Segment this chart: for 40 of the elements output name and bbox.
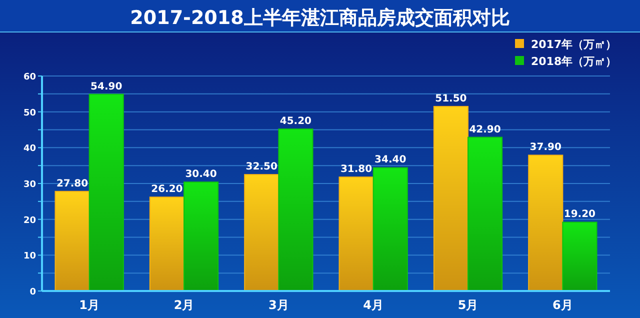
legend-label: 2017年（万㎡） [531,38,617,51]
x-tick-label: 4月 [363,298,384,312]
data-label: 34.40 [374,154,406,166]
bar [468,136,503,292]
bar [88,94,124,292]
x-tick-label: 5月 [458,298,478,312]
data-label: 27.80 [56,178,88,190]
y-tick-label: 60 [23,72,36,82]
data-label: 54.90 [90,81,122,92]
y-tick-label: 50 [23,108,36,118]
data-label: 51.50 [435,93,467,104]
x-tick-label: 3月 [268,298,289,312]
bar [54,190,90,292]
x-tick-label: 2月 [174,298,194,312]
y-tick-label: 20 [23,216,36,226]
bar [528,154,564,292]
y-tick-label: 30 [23,180,36,190]
data-label: 32.50 [246,162,278,173]
bar [433,106,468,292]
bar [149,196,184,292]
chart-title: 2017-2018上半年湛江商品房成交面积对比 [130,7,510,29]
bar [244,174,280,292]
bar [338,176,374,292]
x-tick-label: 6月 [552,298,573,312]
bar [562,222,598,292]
data-label: 19.20 [564,209,596,220]
data-label: 26.20 [151,184,183,196]
data-label: 37.90 [530,142,562,154]
y-tick-label: 10 [23,252,36,262]
data-label: 45.20 [280,116,312,128]
x-tick-label: 1月 [79,298,100,312]
bar [278,128,314,292]
legend-label: 2018年（万㎡） [531,55,617,68]
data-label: 42.90 [469,124,501,136]
y-tick-label: 40 [23,144,36,154]
bar [184,182,219,292]
y-tick-label: 0 [30,288,36,298]
data-label: 30.40 [185,169,217,180]
bar [372,167,408,292]
data-label: 31.80 [340,164,372,176]
